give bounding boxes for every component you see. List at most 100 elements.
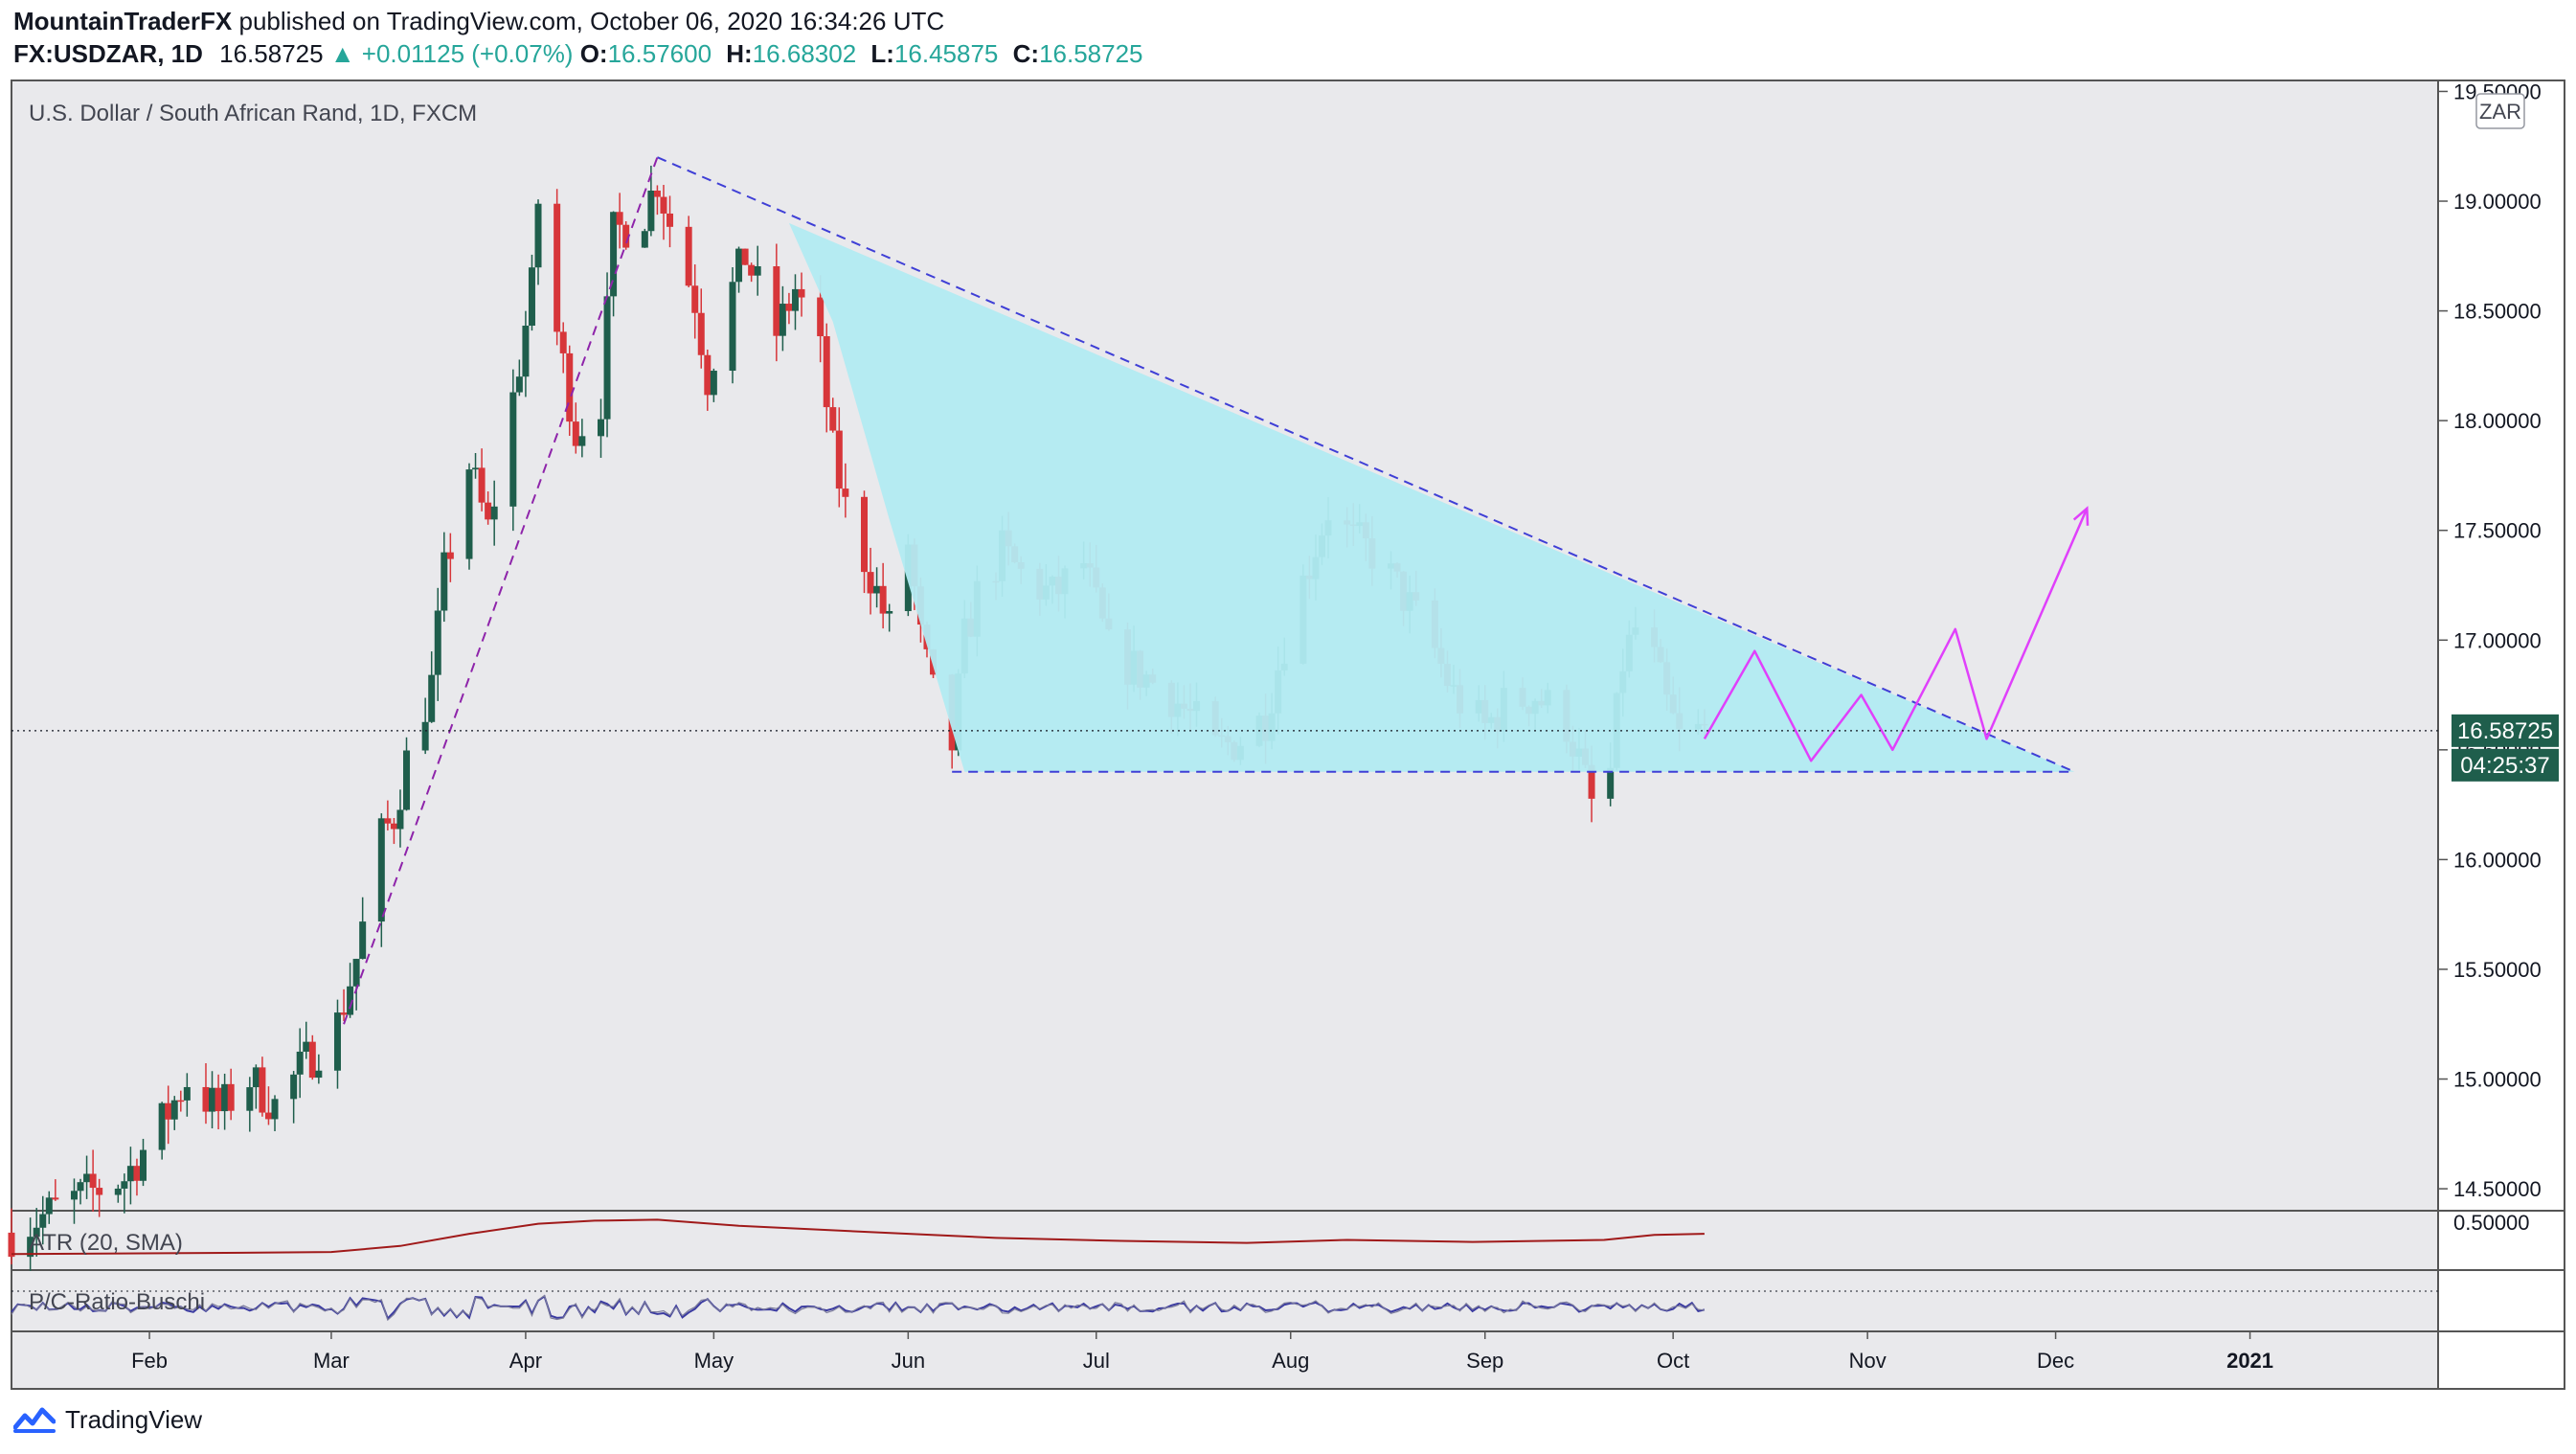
time-tick-label: Apr (509, 1349, 542, 1373)
candle-body (704, 354, 712, 396)
candle-body (303, 1041, 310, 1052)
candle-body (886, 610, 893, 614)
candle-body (209, 1087, 216, 1112)
candle-body (1607, 767, 1615, 799)
brand-name: TradingView (65, 1404, 203, 1434)
price-tick-label: 15.50000 (2453, 958, 2542, 982)
candle-body (165, 1102, 172, 1120)
price-tick-label: 18.00000 (2453, 409, 2542, 433)
price-badge-text: 16.58725 (2457, 718, 2553, 744)
price-tick-label: 17.50000 (2453, 519, 2542, 543)
candle-body (842, 488, 849, 497)
countdown-badge (2452, 748, 2559, 782)
candle-body (610, 212, 618, 297)
candle-body (515, 376, 523, 393)
candle-body (446, 552, 454, 559)
price-tick-label: 15.00000 (2453, 1068, 2542, 1092)
low-label: L: (870, 39, 894, 68)
publish-info: published on TradingView.com, October 06… (238, 7, 945, 35)
candle-body (729, 282, 736, 372)
candle-body (114, 1188, 122, 1195)
countdown-badge-text: 04:25:37 (2460, 753, 2549, 779)
candle-body (534, 203, 542, 268)
projection-path (1703, 508, 2089, 762)
close-label: C: (1012, 39, 1040, 68)
drawings-layer (11, 156, 2438, 1025)
candle-body (754, 266, 761, 276)
candle-body (421, 721, 429, 751)
candle-body (829, 407, 837, 431)
high-value: 16.68302 (752, 39, 857, 68)
candle-body (823, 336, 830, 408)
candle-body (653, 190, 661, 197)
candle-body (403, 750, 411, 810)
open-value: 16.57600 (607, 39, 712, 68)
high-label: H: (726, 39, 753, 68)
atr-label[interactable]: ATR (20, SMA) (29, 1230, 183, 1256)
price-badges: 16.58725 04:25:37 (2452, 714, 2559, 782)
price-tick-label: 18.50000 (2453, 300, 2542, 324)
time-tick-label: Aug (1272, 1349, 1309, 1373)
price-axis: 14.5000015.0000015.5000016.0000016.50000… (2438, 80, 2542, 1201)
time-tick-label: Nov (1849, 1349, 1887, 1373)
candle-body (296, 1051, 304, 1075)
candle-body (572, 421, 579, 446)
time-axis: Feb Mar Apr May Jun Jul Aug Sep Oct Nov Dec 2021 (131, 1331, 2273, 1373)
atr-line (11, 1218, 1705, 1256)
candle-body (528, 267, 535, 326)
candle-body (259, 1067, 266, 1113)
pc-ratio-signal-line (11, 1294, 1705, 1322)
candle-body (647, 190, 655, 232)
candle-body (879, 585, 887, 614)
candle-body (622, 224, 630, 248)
candle-body (710, 371, 717, 396)
candle-body (603, 296, 611, 420)
candle-body (252, 1067, 260, 1088)
currency-badge-text: ZAR (2479, 100, 2521, 124)
candle-body (290, 1074, 298, 1100)
candle-body (660, 196, 667, 214)
candle-body (170, 1100, 178, 1120)
candle-body (616, 212, 623, 225)
pc-label[interactable]: P/C-Ratio-Buschi (29, 1289, 205, 1315)
candle-body (785, 304, 793, 311)
currency-badge[interactable]: ZAR (2475, 93, 2525, 129)
candle-body (428, 674, 436, 722)
candle-body (741, 248, 749, 265)
candle-body (597, 419, 604, 437)
candle-body (867, 572, 874, 594)
candle-body (33, 1227, 40, 1238)
candle-body (133, 1166, 141, 1181)
projection-arrowhead (2072, 506, 2090, 526)
time-tick-label: Sep (1466, 1349, 1503, 1373)
atr-axis-label: 0.50000 (2453, 1211, 2530, 1235)
candle-body (215, 1087, 222, 1112)
candle-body (861, 496, 869, 573)
candle-body (396, 809, 404, 829)
time-tick-label: Mar (313, 1349, 350, 1373)
candle-body (377, 818, 385, 922)
descending-trendline (657, 156, 2075, 773)
candle-body (509, 392, 517, 507)
tradingview-brand[interactable]: TradingView (13, 1400, 202, 1439)
candle-body (39, 1214, 47, 1228)
candle-body (390, 823, 397, 829)
candle-body (89, 1173, 97, 1189)
time-tick-label: 2021 (2226, 1349, 2273, 1373)
change-value: ▲ +0.01125 (+0.07%) (329, 39, 574, 68)
candle-body (96, 1188, 103, 1195)
candle-body (308, 1041, 316, 1079)
candle-body (140, 1149, 147, 1181)
candle-body (478, 467, 486, 503)
candle-body (1588, 764, 1595, 799)
candle-body (791, 288, 799, 311)
candle-body (340, 1012, 348, 1015)
pattern-triangle-fill (788, 222, 2075, 772)
candle-body (177, 1100, 185, 1102)
candle-body (52, 1197, 59, 1200)
author-name[interactable]: MountainTraderFX (13, 7, 233, 35)
time-tick-label: Dec (2037, 1349, 2074, 1373)
tradingview-logo-icon (13, 1407, 56, 1433)
candle-body (691, 285, 699, 313)
